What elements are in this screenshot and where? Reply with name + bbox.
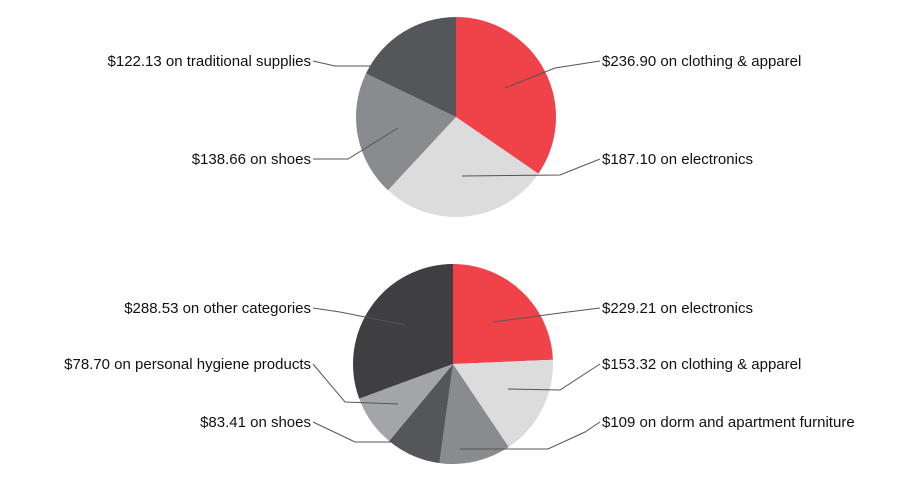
pie-slice <box>453 264 553 364</box>
pie-slice <box>453 359 553 448</box>
pie-slice <box>439 364 509 464</box>
leader-line <box>504 60 601 89</box>
leader-line <box>460 421 601 450</box>
leader-line <box>312 307 406 326</box>
leader-line <box>312 421 420 443</box>
leader-line <box>312 363 399 405</box>
slice-label: $187.10 on electronics <box>602 151 753 168</box>
pie-slice <box>352 264 453 399</box>
slice-label: $153.32 on clothing & apparel <box>602 356 801 373</box>
leader-line <box>461 158 601 177</box>
pie-chart-bottom: $229.21 on electronics $153.32 on clothin… <box>64 264 855 464</box>
pie-slice <box>389 364 453 464</box>
slice-label: $229.21 on electronics <box>602 300 753 317</box>
leader-line <box>312 60 424 67</box>
slice-label: $109 on dorm and apartment furniture <box>602 414 855 431</box>
slice-label: $78.70 on personal hygiene products <box>64 356 311 373</box>
pie-slice <box>359 364 453 441</box>
slice-label: $236.90 on clothing & apparel <box>602 53 801 70</box>
leader-line <box>507 363 601 391</box>
pie-slice <box>365 17 456 117</box>
leader-line <box>492 307 601 323</box>
pie-slice <box>456 17 556 174</box>
slice-label: $122.13 on traditional supplies <box>108 53 311 70</box>
slice-label: $83.41 on shoes <box>200 414 311 431</box>
pie-slice <box>355 73 456 191</box>
slice-label: $138.66 on shoes <box>192 151 311 168</box>
pie-slice <box>387 117 539 217</box>
slice-label: $288.53 on other categories <box>124 300 311 317</box>
pie-chart-top: $236.90 on clothing & apparel $187.10 on … <box>108 17 801 217</box>
leader-line <box>313 127 399 160</box>
